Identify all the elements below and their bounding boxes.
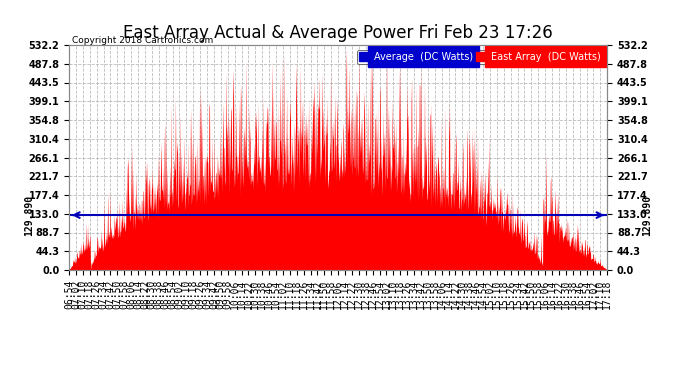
Text: 129.890: 129.890 [23, 195, 34, 236]
Text: Copyright 2018 Cartronics.com: Copyright 2018 Cartronics.com [72, 36, 214, 45]
Text: 129.890: 129.890 [642, 195, 653, 236]
Title: East Array Actual & Average Power Fri Feb 23 17:26: East Array Actual & Average Power Fri Fe… [124, 24, 553, 42]
Legend: Average  (DC Watts), East Array  (DC Watts): Average (DC Watts), East Array (DC Watts… [357, 50, 602, 64]
